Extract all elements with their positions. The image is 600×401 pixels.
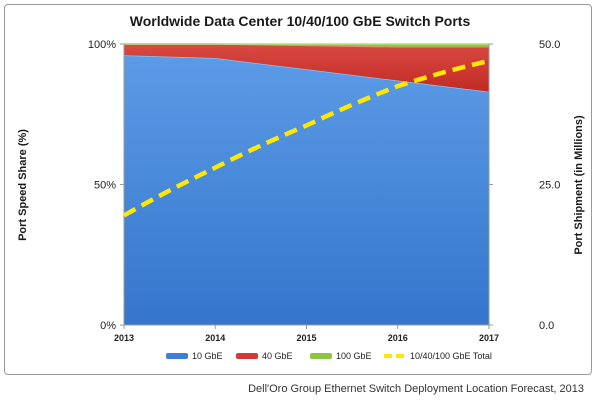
legend: 10 GbE 40 GbE 100 GbE 10/40/100 GbE Total	[166, 351, 492, 361]
chart-svg: Worldwide Data Center 10/40/100 GbE Swit…	[17, 13, 585, 361]
legend-label-100-gbe: 100 GbE	[336, 351, 372, 361]
x-tick-label: 2017	[479, 333, 499, 343]
y-right-tick-label: 50.0	[539, 39, 560, 51]
area-series-40-gbe	[124, 44, 489, 92]
y-right-tick-label: 0.0	[539, 320, 554, 332]
legend-swatch-40-gbe	[236, 353, 258, 359]
y-left-tick-label: 50%	[94, 180, 116, 192]
y-right-tick-label: 25.0	[539, 180, 560, 192]
tick-layer: 0% 50% 100% 0.0 25.0 50.0 2013 2014 2015 2016 2017	[88, 39, 561, 343]
legend-label-40-gbe: 40 GbE	[262, 351, 293, 361]
area-layer	[123, 43, 490, 326]
y-left-tick-label: 0%	[100, 320, 116, 332]
legend-swatch-10-gbe	[166, 353, 188, 359]
legend-label-10-gbe: 10 GbE	[192, 351, 223, 361]
x-tick-label: 2016	[388, 333, 408, 343]
y-left-tick-label: 100%	[88, 39, 116, 51]
y-axis-right-title: Port Shipment (in Millions)	[573, 115, 585, 255]
line-layer	[122, 58, 490, 218]
line-series-total	[122, 58, 490, 218]
x-tick-label: 2013	[114, 333, 134, 343]
area-series-10-gbe	[124, 55, 489, 326]
source-note: Dell'Oro Group Ethernet Switch Deploymen…	[248, 383, 584, 395]
x-tick-label: 2015	[296, 333, 316, 343]
x-tick-label: 2014	[205, 333, 225, 343]
legend-label-10-40-100-gbe-total: 10/40/100 GbE Total	[410, 351, 492, 361]
chart-title: Worldwide Data Center 10/40/100 GbE Swit…	[130, 13, 471, 29]
legend-swatch-100-gbe	[310, 353, 332, 359]
y-axis-left-title: Port Speed Share (%)	[17, 129, 29, 241]
